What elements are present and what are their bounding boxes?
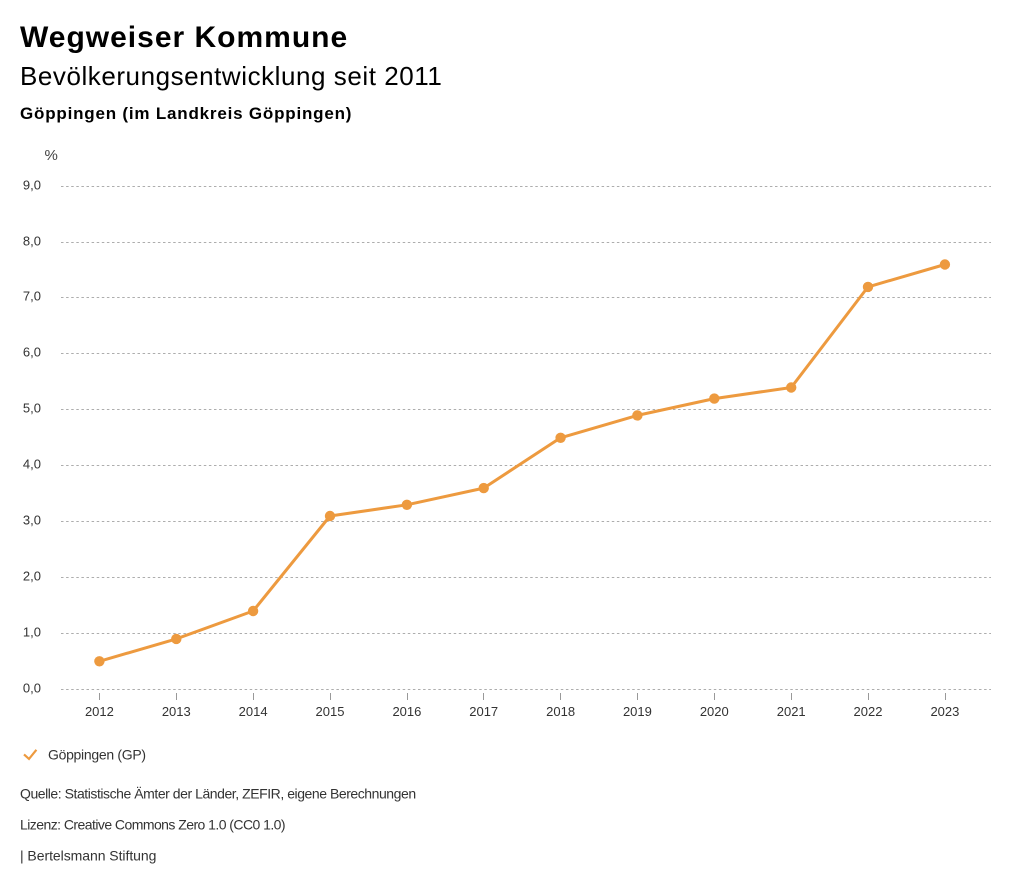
svg-text:6,0: 6,0 [23,344,41,359]
svg-text:2020: 2020 [700,704,729,719]
svg-text:4,0: 4,0 [23,456,41,471]
svg-text:Quelle: Statistische Ämter der: Quelle: Statistische Ämter der Länder, Z… [20,786,416,802]
svg-text:Wegweiser Kommune: Wegweiser Kommune [20,21,348,54]
svg-text:%: % [45,147,58,164]
svg-text:2021: 2021 [777,704,806,719]
svg-text:| Bertelsmann Stiftung: | Bertelsmann Stiftung [20,848,156,864]
svg-text:Göppingen (GP): Göppingen (GP) [48,747,146,763]
svg-text:2,0: 2,0 [23,568,41,583]
svg-text:2018: 2018 [546,704,575,719]
svg-text:Bevölkerungsentwicklung seit 2: Bevölkerungsentwicklung seit 2011 [20,61,442,91]
svg-text:2015: 2015 [316,704,345,719]
svg-text:Lizenz: Creative Commons Zero: Lizenz: Creative Commons Zero 1.0 (CC0 1… [20,817,285,833]
svg-text:2013: 2013 [162,704,191,719]
svg-text:2016: 2016 [392,704,421,719]
svg-text:2023: 2023 [930,704,959,719]
svg-text:1,0: 1,0 [23,624,41,639]
svg-text:7,0: 7,0 [23,288,41,303]
svg-text:0,0: 0,0 [23,680,41,695]
svg-text:Göppingen (im Landkreis Göppin: Göppingen (im Landkreis Göppingen) [20,104,352,123]
svg-text:2017: 2017 [469,704,498,719]
svg-text:5,0: 5,0 [23,400,41,415]
svg-text:2014: 2014 [239,704,268,719]
svg-text:3,0: 3,0 [23,512,41,527]
svg-text:2012: 2012 [85,704,114,719]
svg-text:8,0: 8,0 [23,233,41,248]
svg-text:2019: 2019 [623,704,652,719]
svg-text:9,0: 9,0 [23,177,41,192]
svg-text:2022: 2022 [854,704,883,719]
